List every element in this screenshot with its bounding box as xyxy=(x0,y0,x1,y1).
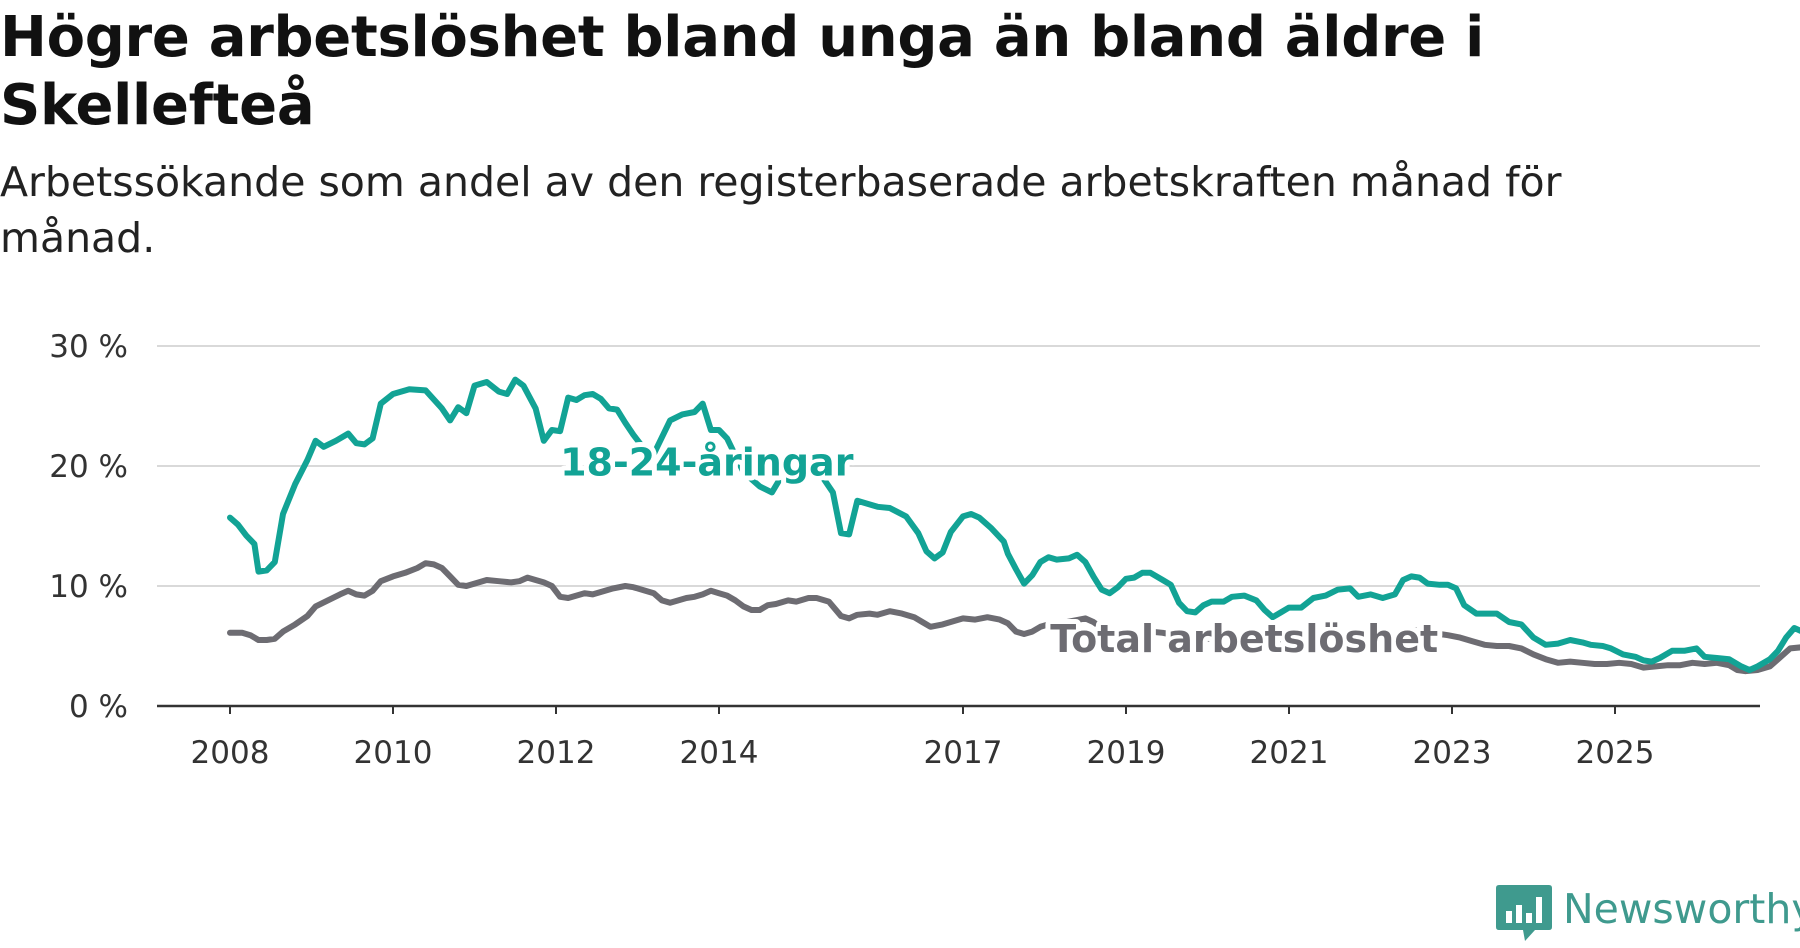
x-tick-label: 2025 xyxy=(1576,735,1655,771)
x-tick-label: 2017 xyxy=(924,735,1003,771)
chart-title: Högre arbetslöshet bland unga än bland ä… xyxy=(0,5,1485,138)
series-label-0: 18-24-åringar xyxy=(560,440,854,484)
y-tick-label: 30 % xyxy=(49,329,128,365)
chart-subtitle: Arbetssökande som andel av den registerb… xyxy=(0,158,1562,262)
series-line-0 xyxy=(227,376,1800,673)
series-label-halo-1: Total arbetslöshet xyxy=(1050,617,1438,661)
x-tick-label: 2021 xyxy=(1250,735,1329,771)
brand-name: Newsworthy xyxy=(1563,885,1800,933)
y-tick-label: 0 % xyxy=(69,689,128,725)
x-tick-label: 2023 xyxy=(1413,735,1492,771)
y-tick-label: 10 % xyxy=(49,569,128,605)
bar-chart-icon xyxy=(1496,885,1552,941)
series-label-halo-0: 18-24-åringar xyxy=(560,440,854,484)
x-tick-label: 2014 xyxy=(680,735,759,771)
axes: 0 % 10 % 20 % 30 % 2008 2010 2012 2014 2017 2019 2… xyxy=(49,329,1760,771)
x-tick-label: 2008 xyxy=(191,735,270,771)
x-tick-label: 2012 xyxy=(517,735,596,771)
series-labels: 9,4 %6,3 %18-24-åringar18-24-åringarTota… xyxy=(555,435,1443,665)
x-tick-label: 2019 xyxy=(1087,735,1166,771)
series-line-1 xyxy=(227,560,1800,675)
series-lines xyxy=(227,376,1800,675)
x-tick-label: 2010 xyxy=(354,735,433,771)
series-label-1: Total arbetslöshet xyxy=(1050,617,1438,661)
newsworthy-logo: Newsworthy xyxy=(1495,883,1800,943)
gridlines xyxy=(157,345,1760,587)
y-tick-label: 20 % xyxy=(49,449,128,485)
